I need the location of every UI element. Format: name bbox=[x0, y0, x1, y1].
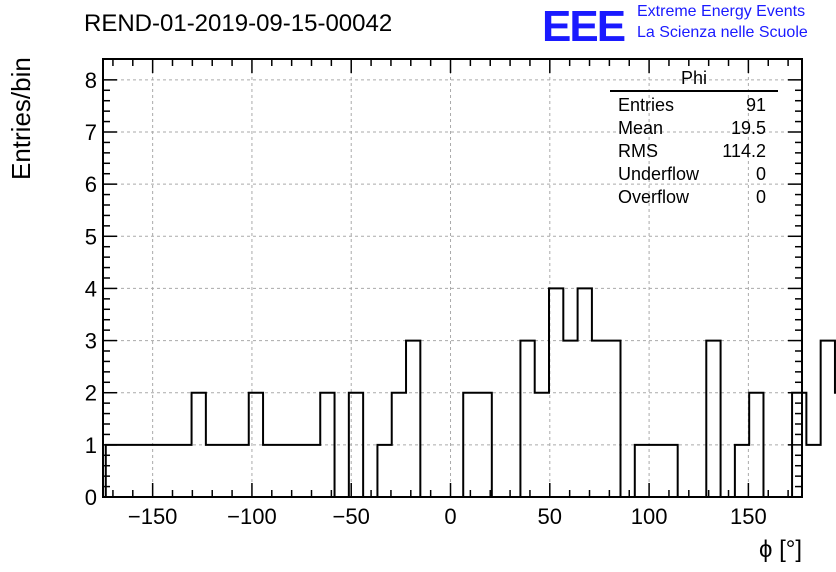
y-tick-label: 3 bbox=[85, 329, 97, 354]
stats-value: 19.5 bbox=[730, 118, 766, 138]
logo-line-1: Extreme Energy Events bbox=[637, 3, 806, 20]
axis-ticks bbox=[103, 59, 802, 498]
stats-row-underflow: Underflow 0 bbox=[610, 163, 778, 186]
x-tick-label: 50 bbox=[538, 504, 562, 529]
stats-label: Mean bbox=[618, 118, 664, 138]
tick-labels: −150 −100 −50 0 50 100 150 0 1 2 3 4 5 6 7 8 bbox=[85, 68, 767, 529]
stats-row-rms: RMS 114.2 bbox=[610, 140, 778, 163]
stats-value: 0 bbox=[755, 164, 766, 184]
y-tick-label: 0 bbox=[85, 485, 97, 510]
stats-box: Phi Entries 91 Mean 19.5 RMS 114.2 Under… bbox=[610, 68, 778, 209]
stats-title: Phi bbox=[610, 68, 778, 92]
y-tick-label: 1 bbox=[85, 433, 97, 458]
stats-label: Entries bbox=[618, 95, 675, 115]
logo-line-2: La Scienza nelle Scuole bbox=[637, 24, 808, 41]
stats-row-entries: Entries 91 bbox=[610, 94, 778, 117]
eee-logo: EEE bbox=[542, 2, 626, 51]
stats-label: Overflow bbox=[618, 187, 690, 207]
stats-label: RMS bbox=[618, 141, 658, 161]
x-axis-label: ϕ [°] bbox=[758, 536, 802, 563]
stats-value: 0 bbox=[755, 187, 766, 207]
y-tick-label: 8 bbox=[85, 68, 97, 93]
stats-value: 91 bbox=[745, 95, 766, 115]
x-tick-label: −50 bbox=[333, 504, 370, 529]
y-axis-label: Entries/bin bbox=[6, 57, 36, 180]
x-tick-label: 100 bbox=[631, 504, 668, 529]
x-tick-label: −100 bbox=[227, 504, 277, 529]
y-tick-label: 4 bbox=[85, 276, 97, 301]
y-tick-label: 7 bbox=[85, 120, 97, 145]
stats-value: 114.2 bbox=[722, 141, 766, 161]
y-tick-label: 6 bbox=[85, 172, 97, 197]
x-tick-label: 0 bbox=[444, 504, 456, 529]
y-tick-label: 5 bbox=[85, 224, 97, 249]
histogram-outline bbox=[104, 287, 836, 498]
grid bbox=[103, 59, 802, 497]
x-tick-label: −150 bbox=[128, 504, 178, 529]
run-title: REND-01-2019-09-15-00042 bbox=[84, 10, 393, 37]
stats-label: Underflow bbox=[618, 164, 700, 184]
x-tick-label: 150 bbox=[730, 504, 767, 529]
y-tick-label: 2 bbox=[85, 381, 97, 406]
stats-row-mean: Mean 19.5 bbox=[610, 117, 778, 140]
stats-row-overflow: Overflow 0 bbox=[610, 186, 778, 209]
